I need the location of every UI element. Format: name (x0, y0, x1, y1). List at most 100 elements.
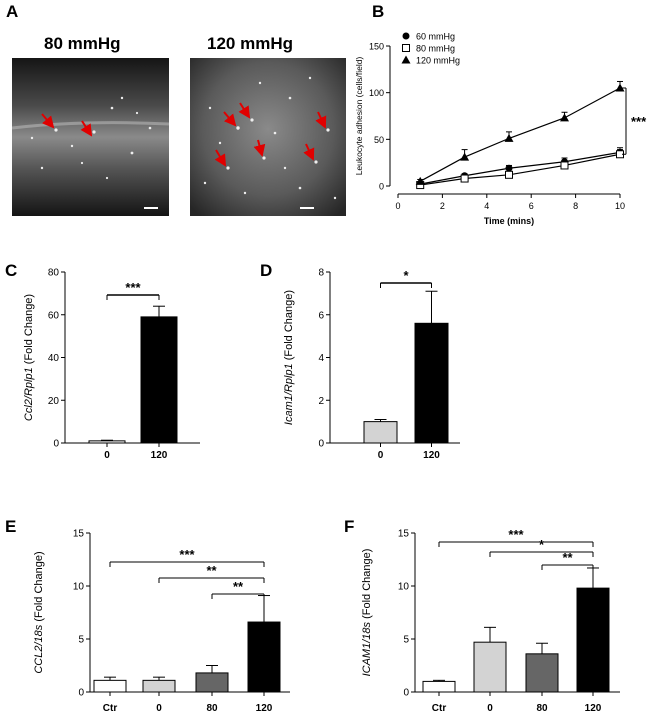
y-label-unit: (Fold Change) (283, 290, 295, 363)
chart-b-legend-label: 60 mmHg (416, 32, 455, 42)
chart-b-x-tick-label: 0 (395, 201, 400, 211)
chart-c-x-tick-label: 0 (104, 450, 110, 461)
chart-b-legend-marker (402, 32, 410, 40)
chart-f-bar (576, 587, 610, 693)
chart-f-x-tick-label: 80 (536, 703, 548, 714)
chart-f-bar (525, 653, 559, 693)
chart-c-y-axis-label: Ccl2/Rplp1 (Fold Change) (23, 294, 35, 421)
chart-d-y-tick-label: 8 (318, 268, 324, 279)
micrograph-120mmhg (190, 58, 346, 216)
chart-b-y-axis-label: Leukocyte adhesion (cells/field) (354, 57, 364, 176)
chart-e-sig-label: ** (206, 563, 217, 578)
chart-c-y-tick-label: 20 (48, 396, 60, 407)
chart-e-bar (247, 621, 281, 693)
chart-f-bar (473, 641, 507, 693)
chart-c-bar (88, 440, 126, 444)
chart-b-legend-label: 120 mmHg (416, 56, 460, 66)
chart-d-bar (363, 421, 398, 444)
y-label-unit: (Fold Change) (33, 551, 45, 624)
y-label-unit: (Fold Change) (23, 294, 35, 367)
chart-e-y-tick-label: 15 (73, 529, 85, 540)
chart-e-bar (142, 679, 176, 693)
chart-b-x-tick-label: 8 (573, 201, 578, 211)
y-label-gene: Ccl2/Rplp1 (23, 367, 35, 421)
chart-b-x-tick-label: 10 (615, 201, 625, 211)
chart-b-x-tick-label: 4 (484, 201, 489, 211)
chart-b-point (505, 170, 513, 179)
chart-f-y-tick-label: 10 (398, 582, 410, 593)
chart-f-sig-label: ** (562, 550, 573, 565)
y-label-gene: ICAM1/18s (361, 621, 373, 676)
chart-b-point (415, 176, 425, 185)
chart-f-x-tick-label: Ctr (432, 703, 447, 714)
chart-f-y-tick-label: 5 (403, 635, 409, 646)
chart-b-y-tick-label: 100 (369, 88, 384, 98)
micrograph-80mmhg (12, 58, 169, 216)
chart-d-bar (414, 322, 449, 444)
chart-e-sig-label: *** (179, 547, 195, 562)
y-label-unit: (Fold Change) (361, 549, 373, 622)
chart-e-x-tick-label: Ctr (103, 703, 118, 714)
chart-b-y-tick-label: 50 (374, 135, 384, 145)
chart-f-y-tick-label: 15 (398, 529, 410, 540)
panel-label-a: A (6, 2, 19, 21)
panel-label-f: F (344, 517, 355, 536)
chart-e-y-tick-label: 10 (73, 582, 85, 593)
chart-f-y-axis-label: ICAM1/18s (Fold Change) (361, 549, 373, 677)
chart-b-series-line (420, 151, 621, 185)
chart-c-y-tick-label: 80 (48, 268, 60, 279)
chart-e-y-tick-label: 5 (78, 635, 84, 646)
chart-e-x-tick-label: 120 (256, 703, 273, 714)
chart-b-legend-marker (402, 44, 410, 52)
chart-f-y-tick-label: 0 (403, 688, 409, 699)
chart-e-y-tick-label: 0 (78, 688, 84, 699)
chart-b-point (460, 174, 469, 183)
chart-e-y-axis-label: CCL2/18s (Fold Change) (33, 551, 45, 673)
chart-b-series-line (420, 153, 621, 186)
chart-b-x-tick-label: 2 (440, 201, 445, 211)
chart-f-bar (422, 680, 456, 693)
y-label-gene: Icam1/Rplp1 (283, 363, 295, 425)
chart-d-sig-label: * (403, 268, 409, 283)
chart-b-point (504, 133, 514, 142)
y-label-gene: CCL2/18s (33, 624, 45, 673)
chart-d-y-tick-label: 2 (318, 396, 324, 407)
chart-e-x-tick-label: 80 (206, 703, 218, 714)
chart-b-y-tick-label: 0 (379, 182, 384, 192)
panel-label-e: E (5, 517, 17, 536)
chart-b-point (615, 83, 625, 92)
panel-label-b: B (372, 2, 385, 21)
chart-b-x-tick-label: 6 (529, 201, 534, 211)
chart-e-sig-label: ** (233, 579, 244, 594)
chart-c-y-tick-label: 40 (48, 353, 60, 364)
chart-c-sig-label: *** (125, 280, 141, 295)
chart-d-y-tick-label: 0 (318, 439, 324, 450)
chart-b-legend-label: 80 mmHg (416, 44, 455, 54)
chart-f-x-tick-label: 120 (585, 703, 602, 714)
chart-b-y-tick-label: 150 (369, 42, 384, 52)
chart-b-x-axis-label: Time (mins) (484, 216, 534, 226)
chart-b-point (505, 164, 513, 172)
chart-b-point (560, 161, 569, 170)
chart-b-legend-marker (401, 55, 411, 64)
chart-c-y-tick-label: 0 (53, 439, 59, 450)
chart-d-x-tick-label: 120 (423, 450, 440, 461)
chart-d-x-tick-label: 0 (378, 450, 384, 461)
chart-d-y-axis-label: Icam1/Rplp1 (Fold Change) (283, 290, 295, 425)
chart-b-point (560, 113, 569, 122)
chart-e-bar (195, 672, 229, 693)
chart-f-x-tick-label: 0 (487, 703, 493, 714)
panel-label-d: D (260, 261, 273, 280)
micrograph-label-120: 120 mmHg (207, 34, 293, 53)
micrograph-label-80: 80 mmHg (44, 34, 121, 53)
chart-d-y-tick-label: 4 (318, 353, 324, 364)
chart-e-x-tick-label: 0 (156, 703, 162, 714)
chart-d-y-tick-label: 6 (318, 310, 324, 321)
chart-f-sig-label: *** (508, 527, 524, 542)
chart-b-sig-label: *** (631, 114, 647, 129)
chart-c-y-tick-label: 60 (48, 310, 60, 321)
chart-f-sig-label: * (539, 537, 545, 552)
chart-b-point (460, 152, 470, 161)
chart-c-x-tick-label: 120 (151, 450, 168, 461)
